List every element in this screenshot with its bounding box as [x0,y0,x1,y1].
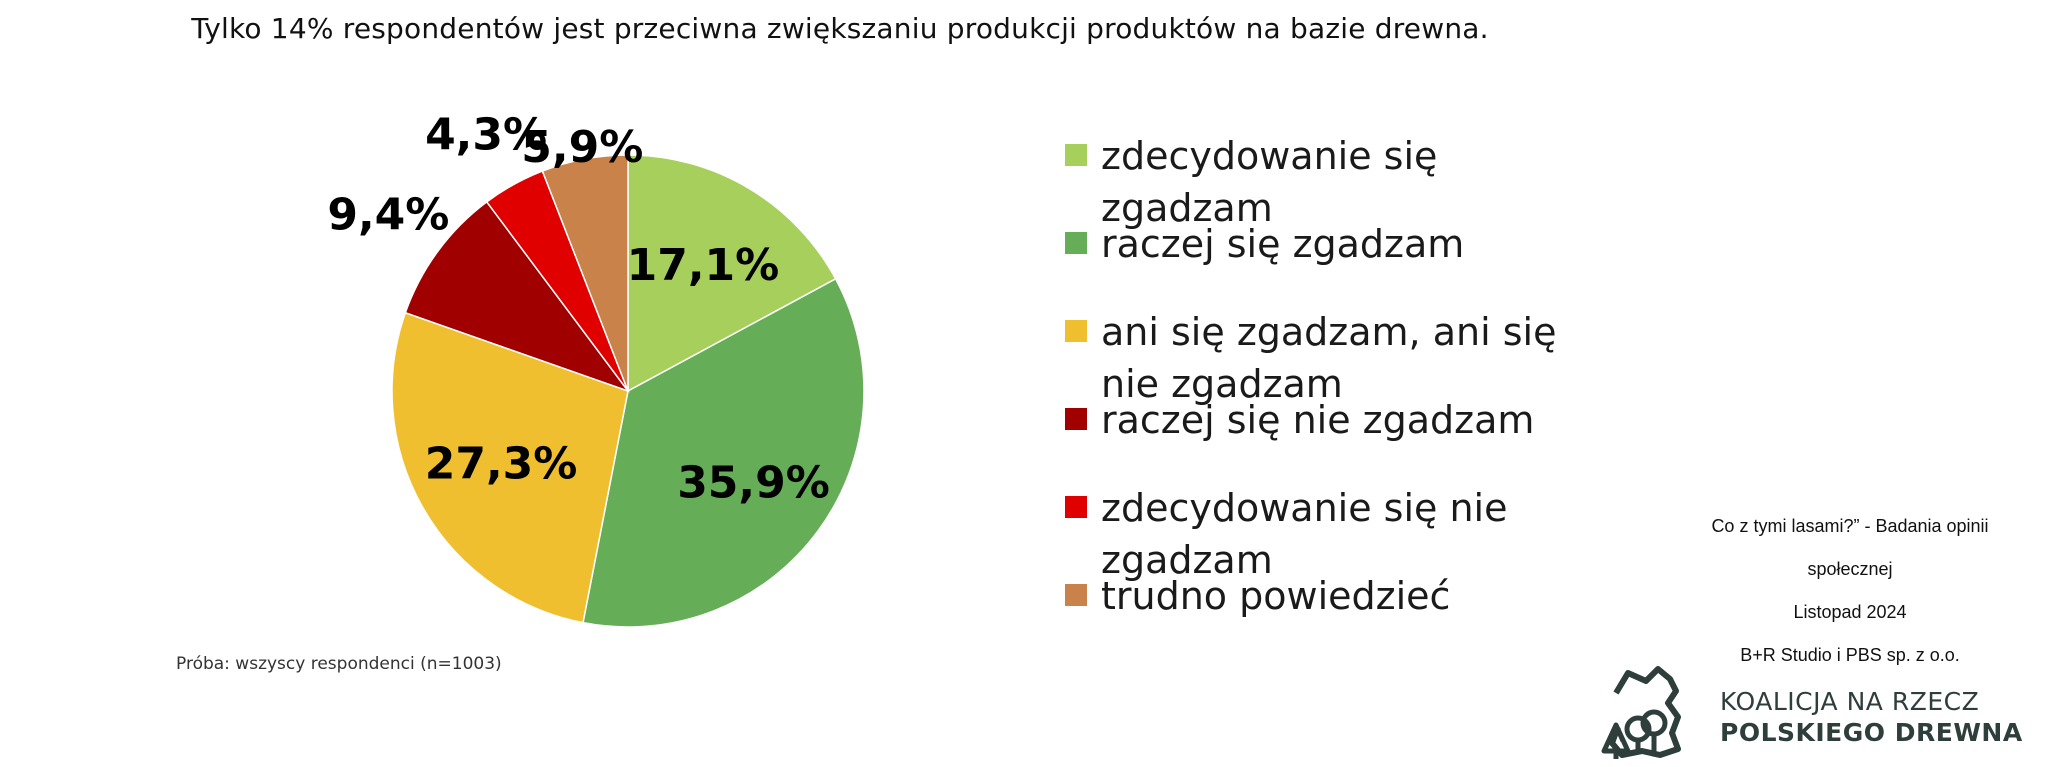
slice-value-label: 5,9% [521,122,643,173]
legend-label: trudno powiedzieć [1101,574,1451,618]
legend-swatch [1065,144,1087,166]
legend-label: raczej się nie zgadzam [1101,398,1535,442]
logo-text-line1: KOALICJA NA RZECZ [1720,687,1980,716]
slice-value-label: 4,3% [425,110,547,161]
legend-swatch [1065,232,1087,254]
pie-slice [391,311,629,624]
source-line: Listopad 2024 [1793,602,1907,622]
legend-label: zdecydowanie się zgadzam [1101,134,1438,230]
legend-swatch [1065,496,1087,518]
source-line: Co z tymi lasami?” - Badania opinii [1711,516,1989,536]
forest-map-icon [1601,666,1681,759]
legend-swatch [1065,320,1087,342]
legend-label: ani się zgadzam, ani się nie zgadzam [1101,310,1557,406]
source-line: społecznej [1807,559,1893,579]
pie-slice [627,154,837,393]
legend-label: raczej się zgadzam [1101,222,1465,266]
pie-slice [582,277,865,628]
chart-title: Tylko 14% respondentów jest przeciwna zw… [191,12,1489,45]
pie-slice [541,154,629,392]
sample-note: Próba: wszyscy respondenci (n=1003) [176,654,502,674]
slice-value-label: 17,1% [627,240,780,291]
legend-label: zdecydowanie się nie zgadzam [1101,486,1508,582]
slice-value-label: 35,9% [677,458,830,509]
source-note: Co z tymi lasami?” - Badania opinii społ… [1660,505,2040,677]
legend-swatch [1065,584,1087,606]
legend-swatch [1065,408,1087,430]
slice-value-label: 9,4% [327,189,449,240]
source-line: B+R Studio i PBS sp. z o.o. [1740,645,1960,665]
koalicja-logo: KOALICJA NA RZECZ POLSKIEGO DREWNA [1598,663,2038,761]
pie-slice [404,200,631,393]
logo-text-line2: POLSKIEGO DREWNA [1720,718,2023,747]
pie-chart: 17,1% 35,9% 27,3% 9,4% 4,3%5,9% [327,110,865,628]
slice-value-label: 27,3% [425,438,578,489]
